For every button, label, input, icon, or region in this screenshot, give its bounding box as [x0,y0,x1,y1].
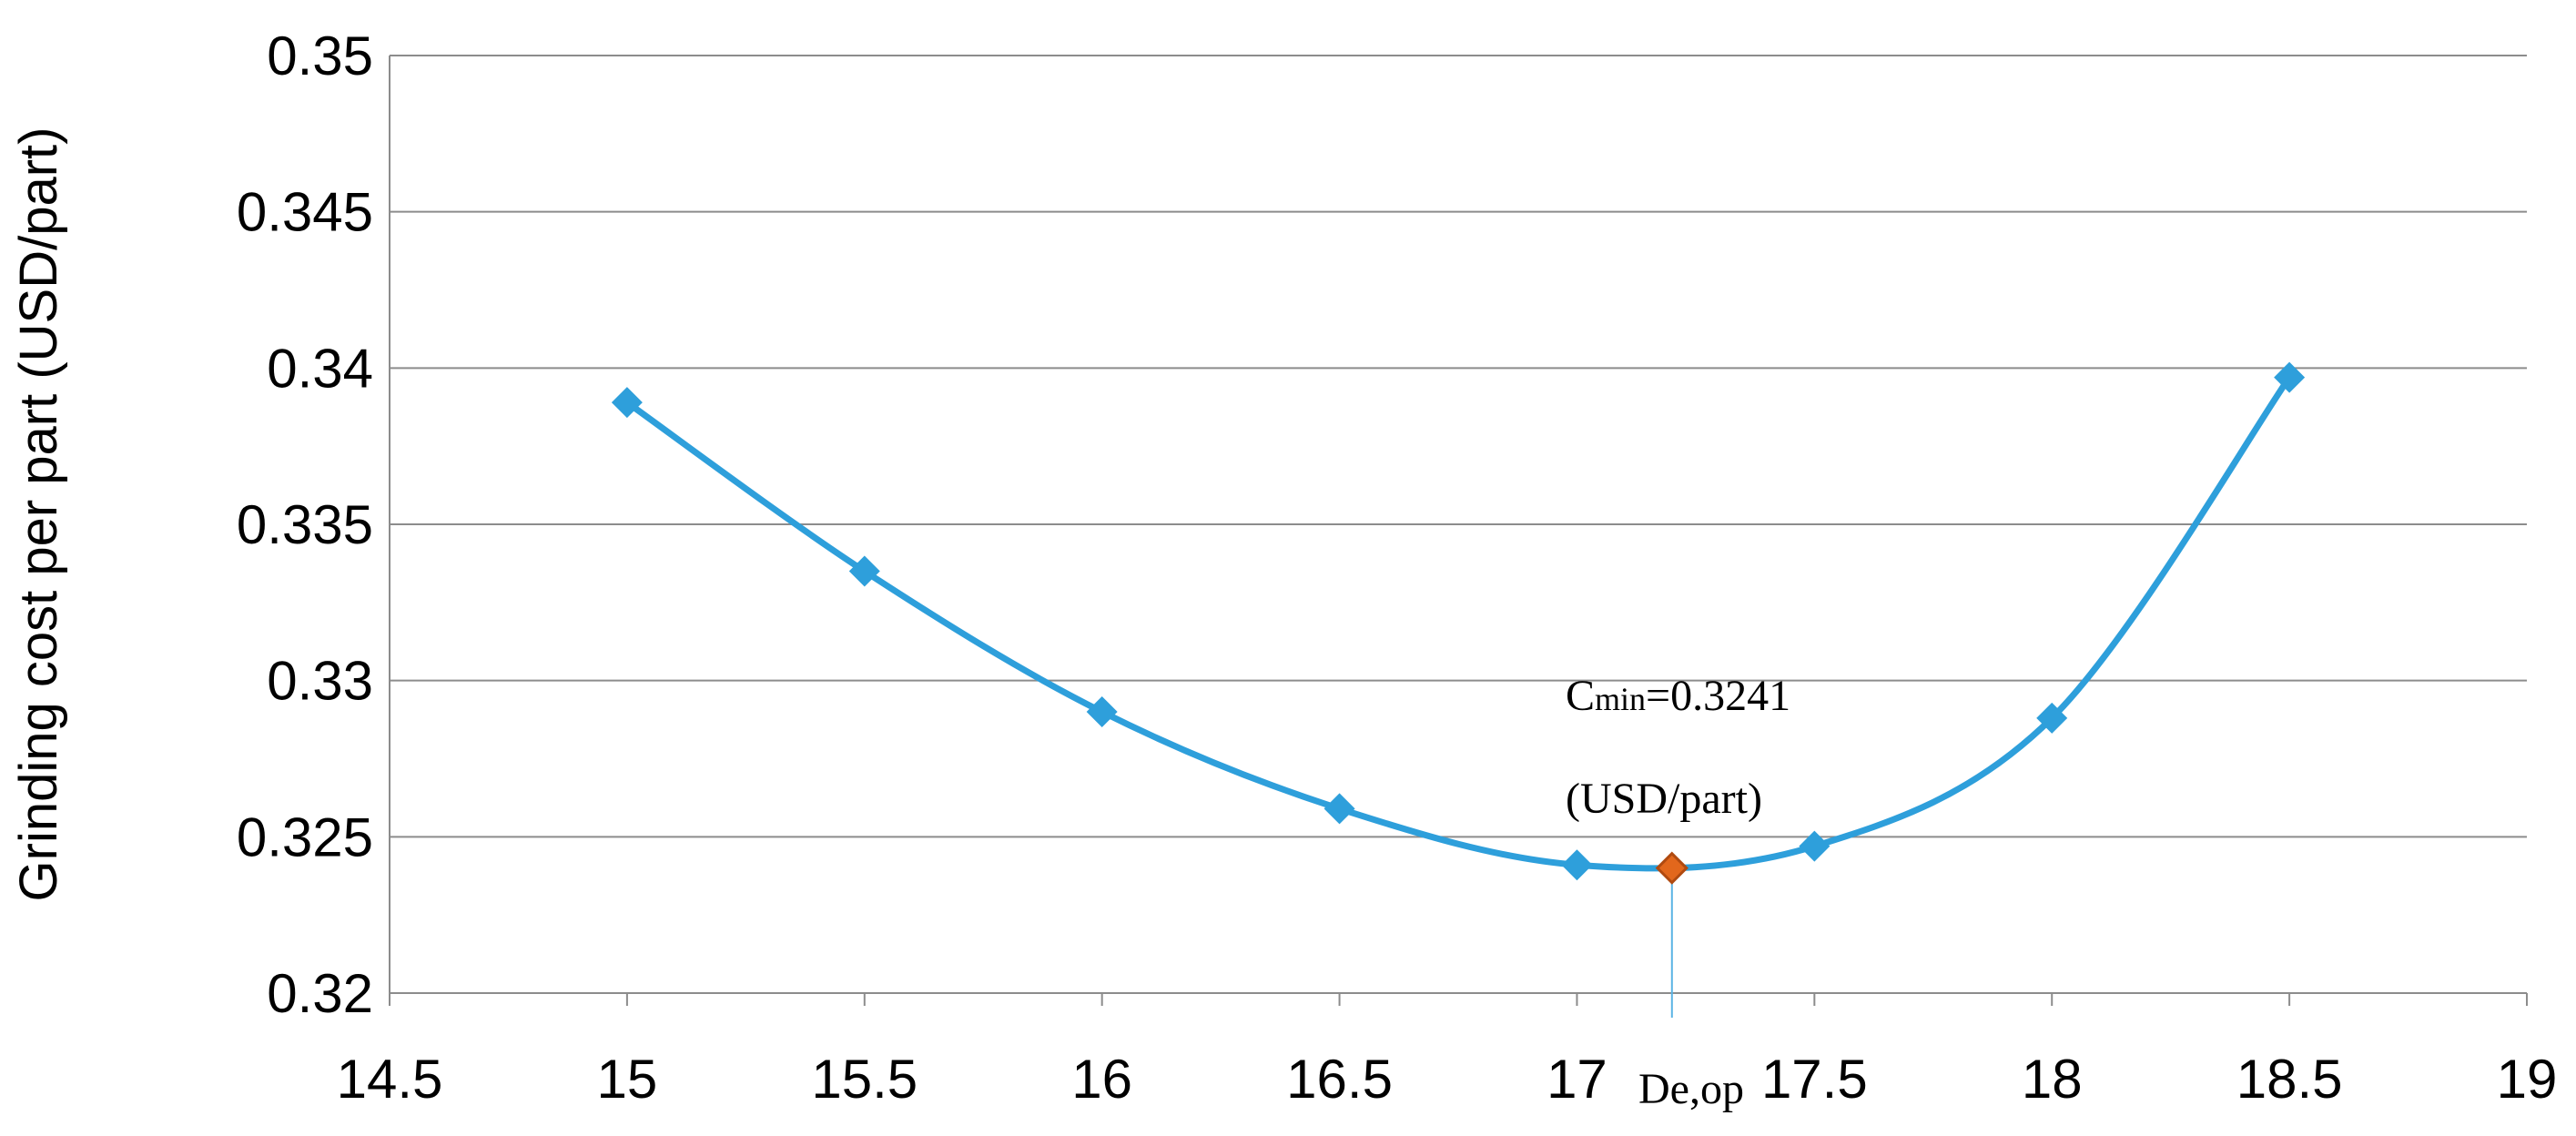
x-tick-label: 17 [1547,1049,1607,1110]
series-line [624,374,2293,872]
data-point-marker [2274,361,2306,393]
x-tick-label: 18 [2022,1049,2083,1110]
data-point-marker [1086,696,1118,727]
data-point-marker [1561,849,1593,881]
x-tick-label: 17.5 [1761,1049,1868,1110]
data-point-marker [1323,793,1355,825]
axes [389,56,2528,1006]
x-tick-label: 19 [2497,1049,2558,1110]
x-tick-label: 16 [1071,1049,1132,1110]
data-point-marker [1799,830,1831,862]
x-tick-label: 14.5 [337,1049,443,1110]
y-tick-label: 0.34 [267,338,373,399]
data-markers [611,361,2306,885]
y-tick-labels: 0.32 0.325 0.33 0.335 0.34 0.345 0.35 [237,25,373,1024]
annotations: Cmin=0.3241 (USD/part) De,op [1566,672,1790,1113]
y-tick-label: 0.33 [267,651,373,712]
grid-lines [390,55,2527,994]
y-tick-label: 0.32 [267,963,373,1024]
optimum-point-marker [1655,851,1689,885]
data-point-marker [611,387,643,419]
y-tick-label: 0.345 [237,182,373,243]
y-tick-label: 0.335 [237,494,373,555]
y-tick-label: 0.325 [237,806,373,867]
x-tick-labels: 14.5 15 15.5 16 16.5 17 17.5 18 18.5 19 [337,1049,2558,1110]
x-tick-label: 18.5 [2236,1049,2343,1110]
x-tick-label: 16.5 [1286,1049,1393,1110]
data-point-marker [848,555,880,587]
series-cost [624,374,2293,872]
cmin-unit-annotation: (USD/part) [1566,775,1762,823]
data-point-marker [2036,702,2068,734]
x-tick-label: 15 [597,1049,658,1110]
x-tick-label: 15.5 [811,1049,918,1110]
y-axis-title: Grinding cost per part (USD/part) [9,127,68,902]
cmin-annotation: Cmin=0.3241 [1566,672,1790,720]
y-tick-label: 0.35 [267,25,373,86]
deop-annotation: De,op [1638,1065,1744,1113]
